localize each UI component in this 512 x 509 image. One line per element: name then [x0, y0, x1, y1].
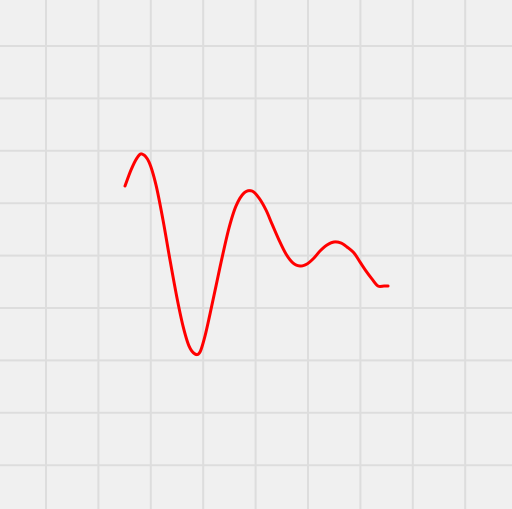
series-layer — [123, 152, 390, 357]
series-line-0 — [123, 152, 390, 357]
